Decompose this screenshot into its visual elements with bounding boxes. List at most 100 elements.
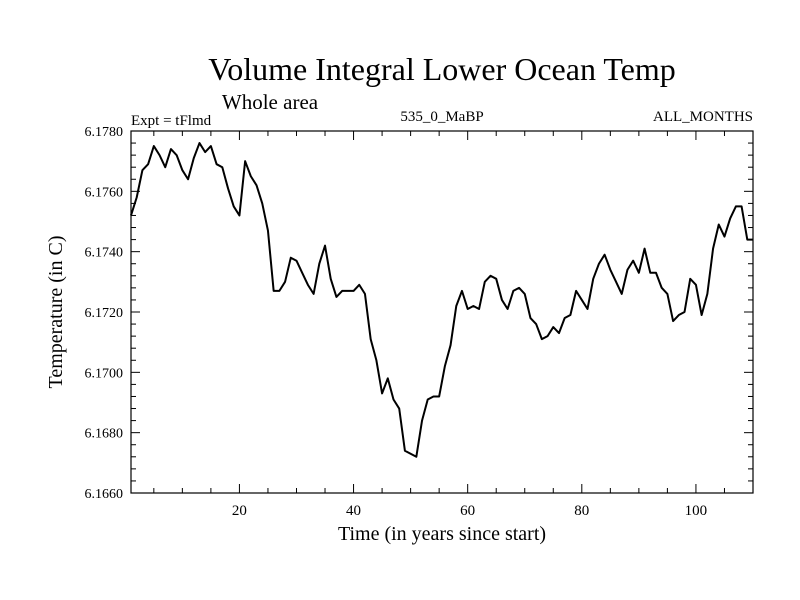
data-point [141,169,143,171]
tick-labels: 20 40 60 80 100 6.1660 6.1680 6.1700 6.1720 6.174… [85,125,708,519]
x-tick-label: 60 [460,503,475,519]
data-point [661,287,663,289]
data-point [427,398,429,400]
y-tick-label: 6.1700 [85,366,124,381]
data-point [324,245,326,247]
data-point [564,317,566,319]
data-point [478,308,480,310]
data-point [267,230,269,232]
data-point [598,263,600,265]
data-point [581,299,583,301]
axis-ticks [131,130,754,494]
data-point [495,278,497,280]
data-point [512,290,514,292]
data-point [752,239,754,241]
data-point [552,326,554,328]
data-point [353,290,355,292]
data-point [415,456,417,458]
data-point [233,205,235,207]
data-point [136,196,138,198]
data-point [153,145,155,147]
data-point [467,308,469,310]
data-point [501,299,503,301]
data-point [318,263,320,265]
y-tick-label: 6.1780 [85,125,124,140]
expt-label: Expt = tFlmd [131,113,212,129]
data-point [375,359,377,361]
data-point [524,293,526,295]
x-axis-label: Time (in years since start) [338,523,546,545]
data-point [221,166,223,168]
data-point [701,314,703,316]
y-tick-label: 6.1660 [85,487,124,502]
data-point [421,420,423,422]
data-point [159,154,161,156]
data-point [341,290,343,292]
data-point [695,284,697,286]
data-point [529,317,531,319]
data-point [164,166,166,168]
data-point [244,160,246,162]
data-point [176,154,178,156]
data-point [398,408,400,410]
data-point [655,272,657,274]
data-point [227,187,229,189]
data-point [575,290,577,292]
data-point [535,323,537,325]
data-point [712,248,714,250]
data-point [261,202,263,204]
data-point [301,272,303,274]
data-point [284,281,286,283]
data-point [609,269,611,271]
data-point [541,338,543,340]
data-point [210,145,212,147]
data-point [518,287,520,289]
data-point [181,169,183,171]
data-point [649,272,651,274]
data-point [678,314,680,316]
data-point [723,236,725,238]
data-point [490,275,492,277]
data-point [170,148,172,150]
data-point [615,281,617,283]
data-points [130,142,754,458]
data-point [507,308,509,310]
data-point [638,272,640,274]
y-axis-label: Temperature (in C) [45,236,67,389]
data-point [404,450,406,452]
data-point [484,281,486,283]
data-point [295,260,297,262]
data-point [238,214,240,216]
chart-title: Volume Integral Lower Ocean Temp [208,51,676,87]
data-point [689,278,691,280]
y-tick-label: 6.1720 [85,306,124,321]
data-point [193,157,195,159]
data-point [370,338,372,340]
data-point [632,260,634,262]
temperature-series-line [130,142,753,458]
data-point [626,269,628,271]
data-point [147,163,149,165]
data-point [461,290,463,292]
data-point [364,293,366,295]
data-point [347,290,349,292]
x-tick-label: 100 [685,503,708,519]
data-point [256,184,258,186]
x-tick-label: 40 [346,503,361,519]
data-point [187,178,189,180]
data-point [558,332,560,334]
data-point [273,290,275,292]
data-point [335,296,337,298]
x-tick-label: 20 [232,503,247,519]
data-point [672,320,674,322]
data-point [313,293,315,295]
data-point [387,377,389,379]
data-point [644,248,646,250]
y-tick-label: 6.1740 [85,246,124,261]
data-point [358,284,360,286]
data-point [472,305,474,307]
data-point [735,205,737,207]
chart-subtitle: Whole area [222,90,319,114]
data-point [604,254,606,256]
